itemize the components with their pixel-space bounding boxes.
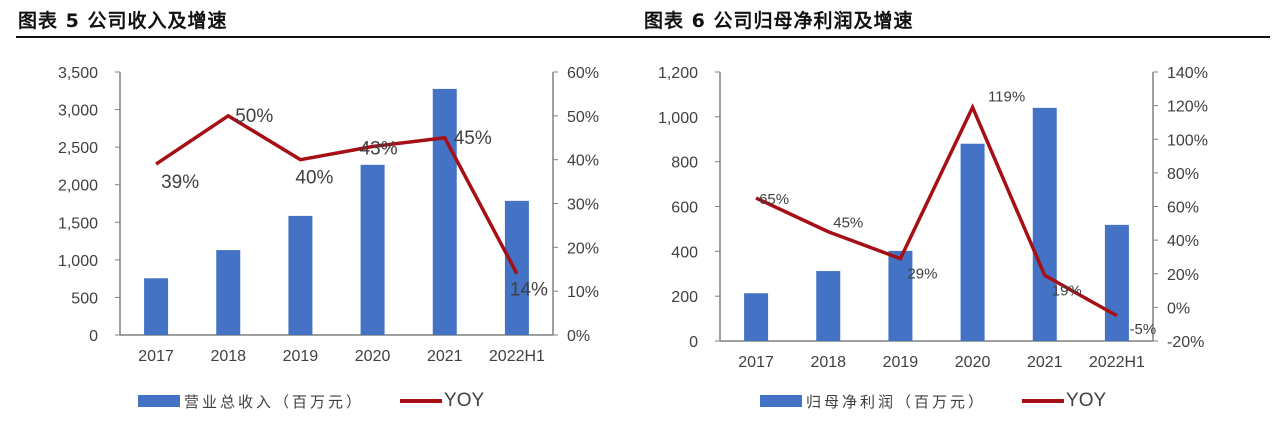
right-axis-tick-label: 100%	[1167, 132, 1208, 149]
yoy-data-label: 29%	[907, 266, 937, 283]
left-axis-tick-label: 1,200	[658, 65, 698, 82]
bar	[1104, 224, 1129, 341]
yoy-data-label: 43%	[360, 139, 398, 160]
right-axis-tick-label: 20%	[567, 240, 599, 257]
right-axis-tick-label: 80%	[1167, 166, 1199, 183]
x-axis-tick-label: 2017	[738, 354, 774, 371]
x-axis-tick-label: 2018	[810, 354, 846, 371]
yoy-line	[755, 103, 1118, 318]
right-axis-tick-label: 120%	[1167, 99, 1208, 116]
net-profit-chart-plot: 0 200 400 600 800 1,000 1,200 -20% 0% 20% 40% 60% 80…	[658, 65, 1208, 371]
chart-title: 图表 5 公司收入及增速	[18, 10, 228, 32]
right-axis-tick-label: 20%	[1167, 267, 1199, 284]
revenue-chart-plot: 0 500 1,000 1,500 2,000 2,500 3,000 3,500 0% 10% 2…	[58, 65, 599, 365]
right-axis-tick-label: 30%	[567, 197, 599, 214]
left-axis-tick-label: 400	[671, 244, 698, 261]
yoy-data-label: 65%	[759, 191, 789, 208]
x-axis-tick-label: 2020	[355, 348, 391, 365]
bar	[504, 200, 529, 335]
bar	[144, 278, 169, 335]
x-axis-tick-label: 2021	[1027, 354, 1063, 371]
yoy-data-label: 119%	[988, 88, 1025, 105]
bar	[360, 164, 385, 335]
bar	[288, 215, 313, 335]
legend-line-swatch	[1022, 399, 1065, 403]
yoy-data-label: -5%	[1130, 321, 1157, 338]
yoy-data-label: 14%	[510, 280, 548, 301]
left-axis-tick-label: 2,000	[58, 178, 98, 195]
legend-bar-swatch	[138, 395, 180, 407]
yoy-data-label: 45%	[833, 215, 863, 232]
right-axis-tick-label: 40%	[1167, 233, 1199, 250]
chart-legend: 归母净利润（百万元） YOY	[760, 390, 1106, 412]
left-axis-tick-label: 1,000	[658, 110, 698, 127]
x-axis-tick-label: 2022H1	[1089, 354, 1145, 371]
right-axis-tick-label: 60%	[1167, 200, 1199, 217]
bar	[888, 250, 913, 341]
right-axis-tick-label: 0%	[567, 328, 590, 345]
left-axis-tick-label: 3,000	[58, 103, 98, 120]
bar	[744, 293, 769, 341]
left-axis-tick-label: 1,000	[58, 253, 98, 270]
right-axis-tick-label: 60%	[567, 65, 599, 82]
x-axis-tick-label: 2019	[283, 348, 319, 365]
left-axis-tick-label: 500	[71, 290, 98, 307]
right-axis-tick-label: -20%	[1167, 334, 1204, 351]
legend-line-swatch	[400, 399, 443, 403]
x-axis-tick-label: 2020	[955, 354, 991, 371]
legend-line-label: YOY	[1066, 390, 1107, 411]
yoy-line	[155, 113, 519, 275]
left-axis-tick-label: 2,500	[58, 140, 98, 157]
chart-title: 图表 6 公司归母净利润及增速	[644, 10, 914, 32]
left-axis-tick-label: 0	[89, 328, 98, 345]
legend-bar-label: 营业总收入（百万元）	[184, 392, 365, 411]
right-axis-tick-label: 40%	[567, 153, 599, 170]
yoy-data-label: 40%	[295, 168, 333, 189]
right-axis-tick-label: 0%	[1167, 300, 1190, 317]
yoy-data-label: 45%	[454, 128, 492, 149]
bar	[216, 250, 241, 335]
x-axis-tick-label: 2018	[210, 348, 246, 365]
yoy-data-label: 19%	[1052, 282, 1082, 299]
left-axis-tick-label: 0	[689, 334, 698, 351]
right-axis-tick-label: 140%	[1167, 65, 1208, 82]
chart-panel-revenue: 图表 5 公司收入及增速 0 500 1,000 1,500 2,000 2,500 3,0…	[16, 10, 640, 412]
left-axis-tick-label: 1,500	[58, 215, 98, 232]
title-divider	[16, 36, 640, 38]
legend-line-label: YOY	[444, 390, 485, 411]
chart-legend: 营业总收入（百万元） YOY	[138, 390, 484, 412]
legend-bar-label: 归母净利润（百万元）	[806, 392, 987, 411]
bar	[432, 88, 457, 336]
legend-bar-swatch	[760, 395, 802, 407]
x-axis-tick-label: 2017	[138, 348, 174, 365]
bar	[960, 143, 985, 341]
x-axis-tick-label: 2021	[427, 348, 463, 365]
x-axis-tick-label: 2022H1	[489, 348, 545, 365]
title-divider	[640, 36, 1270, 38]
chart-panel-net-profit: 图表 6 公司归母净利润及增速 0 200 400 600 800 1,000 1,200 -…	[640, 0, 1280, 421]
left-axis-tick-label: 3,500	[58, 65, 98, 82]
left-axis-tick-label: 200	[671, 289, 698, 306]
yoy-data-label: 50%	[235, 106, 273, 127]
right-axis-tick-label: 50%	[567, 109, 599, 126]
yoy-data-label: 39%	[161, 172, 199, 193]
left-axis-tick-label: 800	[671, 155, 698, 172]
bar	[1032, 107, 1057, 341]
left-axis-tick-label: 600	[671, 200, 698, 217]
x-axis-tick-label: 2019	[883, 354, 919, 371]
bar	[816, 271, 841, 341]
right-axis-tick-label: 10%	[567, 284, 599, 301]
